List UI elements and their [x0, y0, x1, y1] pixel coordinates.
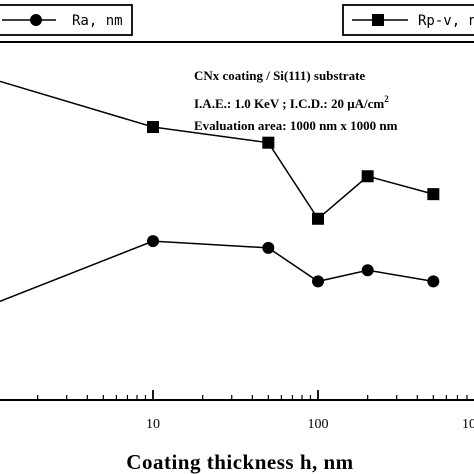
- x-tick-label-1000-partial: 10: [462, 417, 474, 432]
- data-point-rpv-3: [312, 212, 324, 225]
- series-layer: [0, 80, 440, 303]
- annotation-line-2-text: I.A.E.: 1.0 KeV ; I.C.D.: 20 μA/cm: [194, 96, 384, 111]
- data-point-rpv-1: [147, 121, 159, 134]
- x-tick-label-100: 100: [308, 417, 329, 432]
- plot-frame: [0, 41, 474, 401]
- series-line-ra: [0, 240, 434, 303]
- annotation-line-3: Evaluation area: 1000 nm x 1000 nm: [194, 118, 398, 133]
- annotation-line-2: I.A.E.: 1.0 KeV ; I.C.D.: 20 μA/cm2: [194, 94, 389, 111]
- x-tick-label-10: 10: [146, 417, 160, 432]
- data-point-rpv-2: [262, 136, 275, 149]
- data-point-ra-4: [361, 264, 374, 277]
- legend-ra-marker: [30, 14, 42, 26]
- legend-rpv: Rp-v, nm: [342, 4, 474, 36]
- data-point-rpv-4: [361, 170, 374, 183]
- annotation-line-2-superscript: 2: [384, 94, 389, 104]
- legend-rpv-label: Rp-v, nm: [418, 13, 474, 29]
- legend-ra: Ra, nm: [0, 4, 133, 36]
- data-point-ra-3: [312, 275, 324, 288]
- data-point-rpv-5: [427, 188, 440, 201]
- data-point-ra-5: [427, 275, 440, 288]
- annotation-block: CNx coating / Si(111) substrate I.A.E.: …: [194, 68, 398, 133]
- x-axis-ticks: [37, 390, 468, 400]
- x-axis-title: Coating thickness h, nm: [126, 450, 353, 474]
- data-point-ra-1: [147, 235, 159, 248]
- data-point-ra-2: [262, 241, 275, 254]
- series-line-rpv: [0, 80, 434, 220]
- legend-rpv-marker: [372, 14, 384, 26]
- annotation-line-1: CNx coating / Si(111) substrate: [194, 68, 365, 83]
- legend-ra-label: Ra, nm: [72, 13, 123, 29]
